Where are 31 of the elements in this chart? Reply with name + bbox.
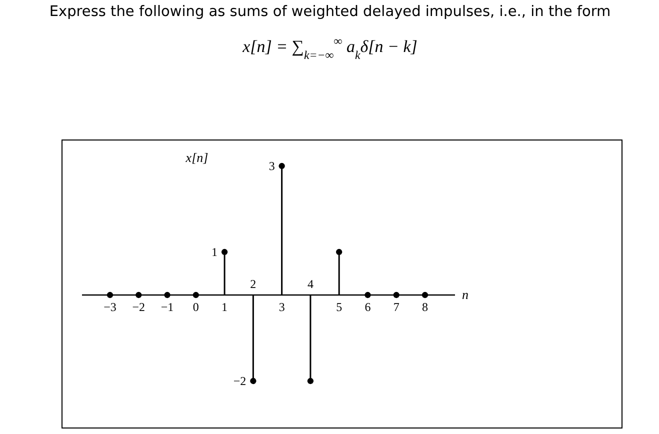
point [106, 292, 114, 298]
y-axis-title: x[n] [184, 150, 208, 165]
point [393, 292, 400, 298]
x-tick-label: 6 [364, 300, 371, 314]
point [136, 292, 142, 298]
x-tick-label: 7 [393, 300, 400, 314]
x-axis-title: n [462, 287, 468, 302]
point [221, 248, 228, 256]
data-label: 3 [268, 159, 275, 173]
x-tick-label: −3 [104, 300, 116, 314]
point [422, 292, 428, 298]
x-tick-label: 0 [192, 300, 199, 314]
point [336, 248, 342, 256]
x-tick-label: 4 [307, 277, 314, 291]
x-tick-label: −2 [132, 300, 146, 314]
point [164, 292, 170, 298]
data-label: 1 [212, 245, 218, 259]
point [250, 378, 256, 384]
x-tick-label: 5 [336, 300, 342, 314]
point [278, 162, 285, 170]
data-label: −2 [233, 374, 246, 388]
chart-subtitle: x[n] = ∑$_{k=−∞}$$^{∞}$ a$_{k}$δ[n − k] [242, 34, 418, 62]
x-tick-label: 8 [422, 300, 428, 314]
point [364, 292, 371, 298]
point [192, 292, 199, 298]
x-tick-label: 1 [222, 300, 228, 314]
x-tick-label: 2 [250, 277, 256, 291]
x-tick-label: −1 [160, 300, 174, 314]
x-tick-label: 3 [278, 300, 285, 314]
chart-title: Express the following as sums of weighted delayed impulses, i.e., in the form [49, 4, 611, 20]
point [307, 378, 314, 384]
